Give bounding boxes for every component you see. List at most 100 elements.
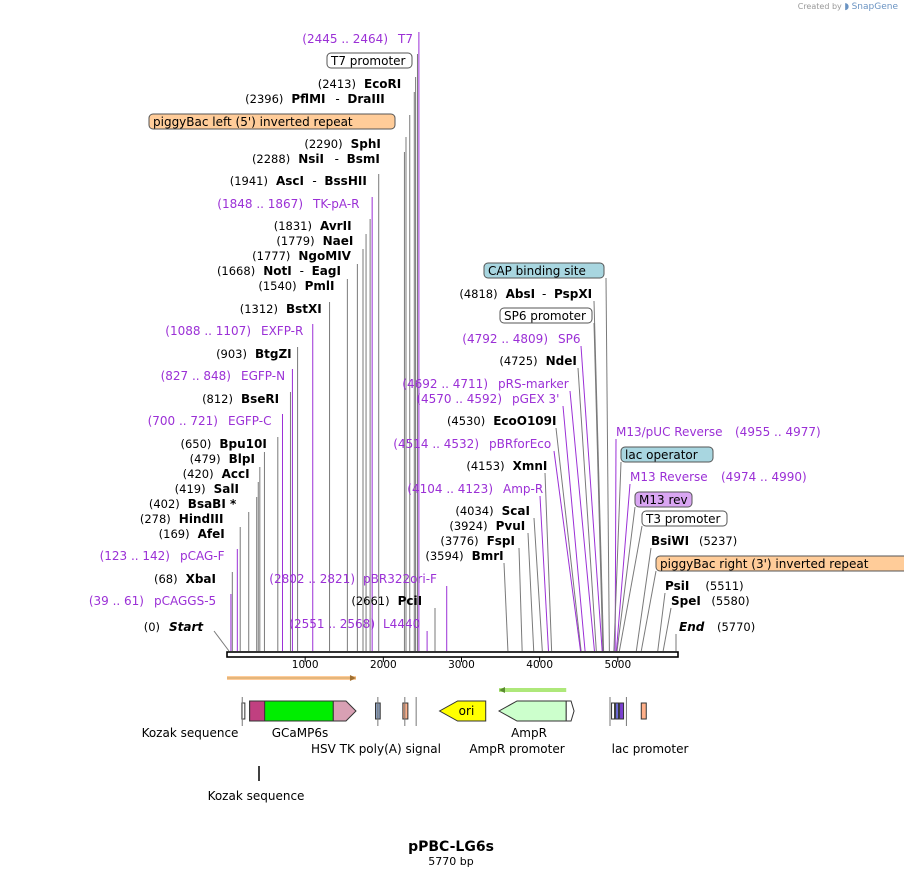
feature-name: piggyBac left (5') inverted repeat xyxy=(153,115,353,129)
enzyme-position: (278) xyxy=(140,512,171,526)
feature-range: (4514 .. 4532) xyxy=(393,437,479,451)
feature-name: SP6 xyxy=(558,332,581,346)
enzyme-name: PvuI xyxy=(496,519,526,533)
enzyme-name: NsiI xyxy=(298,152,324,166)
feature-box xyxy=(655,555,904,572)
enzyme-name: BlpI xyxy=(229,452,255,466)
feature-range: (4692 .. 4711) xyxy=(402,377,488,391)
feature-track: Kozak sequence GCaMP6s HSV TK poly(A) sign… xyxy=(142,675,688,803)
enzyme-name: XbaI xyxy=(186,572,216,586)
enzyme-name: AccI xyxy=(222,467,250,481)
enzyme-position: (2661) xyxy=(351,594,389,608)
site-line xyxy=(662,607,672,652)
feature-name: L4440 xyxy=(383,617,420,631)
site-line xyxy=(615,483,631,652)
feature-range: (1088 .. 1107) xyxy=(165,324,251,338)
enzyme-position: (402) xyxy=(149,497,180,511)
site-line xyxy=(544,472,553,652)
feature-name: pBR322ori-F xyxy=(363,572,437,586)
feature-name: piggyBac right (3') inverted repeat xyxy=(660,557,869,571)
enzyme-name: SalI xyxy=(214,482,239,496)
feature-name: M13 rev xyxy=(639,493,688,507)
feature-range: (700 .. 721) xyxy=(148,414,218,428)
feature-name: EGFP-N xyxy=(241,369,285,383)
enzyme-name: PciI xyxy=(398,594,423,608)
start-label: Start xyxy=(169,620,204,634)
reverse-arrow-head xyxy=(499,687,506,693)
enzyme-name: SphI xyxy=(351,137,381,151)
feature-name: T7 xyxy=(397,32,413,46)
label-ori: ori xyxy=(459,704,475,718)
sequence-axis: 1000 2000 3000 4000 5000 xyxy=(226,651,679,671)
forward-arrow-head xyxy=(349,675,356,681)
enzyme-position: (1777) xyxy=(252,249,290,263)
label-lines xyxy=(213,32,677,652)
lac-box-1 xyxy=(611,702,616,720)
enzyme-name: PflMI xyxy=(291,92,325,106)
enzyme-name: EcoO109I xyxy=(493,414,556,428)
feature-range: (2551 .. 2568) xyxy=(289,617,375,631)
site-line xyxy=(593,300,605,652)
start-position: (0) xyxy=(144,620,160,634)
label-hsv: HSV TK poly(A) signal xyxy=(311,742,441,756)
enzyme-name: NdeI xyxy=(546,354,577,368)
axis-tick-label: 4000 xyxy=(526,659,553,671)
plasmid-name: pPBC-LG6s xyxy=(408,839,494,855)
site-line xyxy=(635,547,652,652)
enzyme-name: Bpu10I xyxy=(219,437,266,451)
enzyme-name: XmnI xyxy=(513,459,548,473)
enzyme-dash: - xyxy=(335,152,339,166)
site-line xyxy=(533,517,543,652)
enzyme-name: SpeI xyxy=(671,594,701,608)
feature-range: (2802 .. 2821) xyxy=(269,572,355,586)
terminator-box xyxy=(402,702,409,720)
feature-range: (4792 .. 4809) xyxy=(462,332,548,346)
gcamp-arrow xyxy=(332,700,357,722)
site-line xyxy=(613,461,622,652)
enzyme-name: BtgZI xyxy=(255,347,292,361)
enzyme-name: BmrI xyxy=(472,549,504,563)
feature-name: T3 promoter xyxy=(645,512,721,526)
enzyme-name-2: EagI xyxy=(312,264,341,278)
feature-name: pRS-marker xyxy=(498,377,569,391)
label-ampr-promoter: AmpR promoter xyxy=(469,742,564,756)
label-gcamp: GCaMP6s xyxy=(272,726,329,740)
enzyme-position: (5580) xyxy=(711,594,749,608)
site-line xyxy=(527,532,535,652)
enzyme-name-2: PspXI xyxy=(554,287,592,301)
feature-range: (39 .. 61) xyxy=(89,594,144,608)
feature-range: (4955 .. 4977) xyxy=(735,425,821,439)
snapgene-credit: Created by ◗ SnapGene xyxy=(798,2,898,12)
terminator-box xyxy=(640,702,647,720)
enzyme-position: (1831) xyxy=(274,219,312,233)
feature-name: pBRforEco xyxy=(489,437,551,451)
enzyme-name-2: BssHII xyxy=(324,174,366,188)
enzyme-name: AscI xyxy=(276,174,304,188)
enzyme-position: (4725) xyxy=(499,354,537,368)
enzyme-name: NaeI xyxy=(323,234,354,248)
feature-box xyxy=(634,491,693,508)
label-kozak-2: Kozak sequence xyxy=(208,789,305,803)
enzyme-name: HindIII xyxy=(179,512,224,526)
enzyme-dash: - xyxy=(542,287,546,301)
enzyme-position: (4818) xyxy=(459,287,497,301)
label-kozak: Kozak sequence xyxy=(142,726,239,740)
end-label: End xyxy=(679,620,705,634)
site-labels: T7 (2445 .. 2464) T7 promoter EcoRI (2413)Dr… xyxy=(89,32,904,634)
axis-tick-label: 5000 xyxy=(604,659,631,671)
enzyme-name: BsaBI * xyxy=(188,497,237,511)
site-line xyxy=(503,562,509,652)
site-line xyxy=(553,450,582,652)
feature-box xyxy=(148,113,396,130)
ampr-promoter xyxy=(565,700,575,722)
site-line xyxy=(577,367,597,652)
label-ampr: AmpR xyxy=(511,726,547,740)
feature-range: (4974 .. 4990) xyxy=(721,470,807,484)
credit-brand: SnapGene xyxy=(851,2,898,12)
enzyme-position: (903) xyxy=(216,347,247,361)
enzyme-name: AbsI xyxy=(506,287,535,301)
enzyme-position: (479) xyxy=(190,452,221,466)
feature-name: Amp-R xyxy=(503,482,543,496)
feature-name: TK-pA-R xyxy=(312,197,360,211)
ampr-arrow xyxy=(497,700,567,722)
